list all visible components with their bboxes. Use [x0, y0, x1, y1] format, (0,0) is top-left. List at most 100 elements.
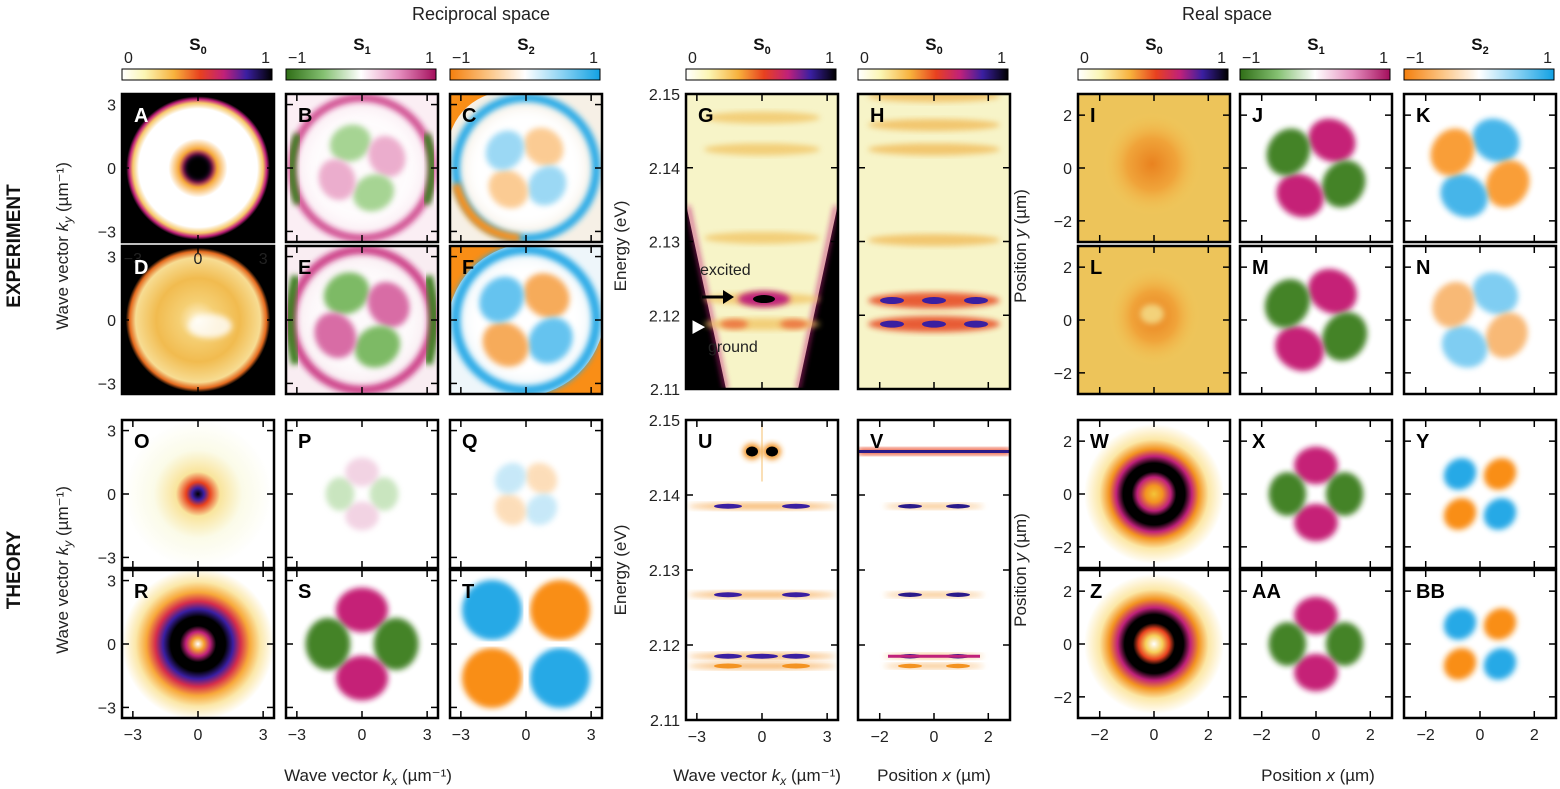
colorbar-s0-label: S0 — [189, 35, 206, 57]
y-tick-label: 2.11 — [650, 713, 680, 730]
y-tick-label: 2.13 — [649, 563, 680, 580]
x-axis-title-kx-reciprocal: Wave vector kx (µm⁻¹) — [284, 766, 452, 788]
spectral-line — [868, 234, 1000, 247]
colorbar-s1-max: 1 — [1379, 50, 1388, 67]
panel-s-letter: S — [298, 581, 311, 603]
ground-peak — [780, 319, 808, 330]
panel-d — [122, 246, 274, 394]
x-tick-label: 0 — [1476, 727, 1485, 744]
panel-bb-letter: BB — [1416, 581, 1445, 603]
panel-f-letter: F — [462, 257, 474, 279]
colorbar-s0-label: S0 — [1145, 35, 1162, 57]
panel-j-letter: J — [1252, 105, 1263, 127]
colorbar-s0-bar — [857, 68, 1009, 81]
y-axis-title-ky-experiment: Wave vector ky (µm⁻¹) — [53, 162, 75, 330]
y-tick-label: 2 — [1063, 260, 1072, 277]
x-tick-label: 0 — [758, 729, 767, 746]
colorbar-s2-label: S2 — [1471, 35, 1488, 57]
y-tick-label: 0 — [1063, 161, 1072, 178]
y-tick-label: 2.14 — [649, 488, 680, 505]
x-tick-label: 2 — [1530, 727, 1539, 744]
excited-peak-core — [753, 295, 775, 304]
panel-k-letter: K — [1416, 105, 1431, 127]
spectral-peak — [782, 653, 810, 659]
spectral-peak — [946, 592, 970, 597]
spectral-peak — [714, 653, 742, 659]
spectral-line-core — [858, 450, 1010, 453]
spectral-line — [688, 663, 836, 669]
y-tick-label: 2.15 — [649, 413, 680, 430]
x-axis-title-x-spectrum: Position x (µm) — [877, 766, 991, 785]
spectral-peak — [880, 297, 904, 304]
panel-w — [1078, 420, 1230, 568]
ground-peak — [720, 319, 748, 330]
colorbar-s0-bar — [685, 68, 837, 81]
y-tick-label: 3 — [107, 574, 116, 591]
spectral-peak — [782, 592, 810, 598]
lobe — [462, 648, 522, 708]
y-tick-label: −2 — [1054, 540, 1072, 557]
y-tick-label: 0 — [107, 637, 116, 654]
y-axis-title-y-experiment: Position y (µm) — [1011, 189, 1030, 303]
panel-l — [1078, 246, 1230, 394]
annotation-excited: excited — [700, 262, 751, 279]
lobe — [1483, 498, 1517, 530]
y-axis-title-energy-theory: Energy (eV) — [611, 525, 630, 616]
y-tick-label: 0 — [107, 487, 116, 504]
spectral-peak — [714, 663, 742, 669]
spectral-line — [868, 143, 1000, 156]
spectral-peak — [898, 592, 922, 597]
x-tick-label: 0 — [930, 729, 939, 746]
x-tick-label: −3 — [288, 727, 306, 744]
y-tick-label: 3 — [107, 424, 116, 441]
spectral-peak — [922, 320, 946, 328]
y-axis-title-ky-theory: Wave vector ky (µm⁻¹) — [53, 486, 75, 654]
panel-n — [1404, 246, 1556, 394]
y-tick-label: 2.12 — [649, 308, 680, 325]
spectral-peak — [922, 297, 946, 304]
spectral-peak — [964, 320, 988, 328]
panel-a — [122, 94, 274, 242]
colorbar-s1-label: S1 — [353, 35, 370, 57]
panel-h-letter: H — [870, 105, 884, 127]
colorbar-s2-label: S2 — [517, 35, 534, 57]
reciprocal-space-header: Reciprocal space — [412, 4, 550, 24]
spectral-line-core — [888, 654, 980, 658]
experiment-row-label: EXPERIMENT — [4, 184, 25, 308]
panel-r-letter: R — [134, 581, 149, 603]
x-tick-label: 2 — [1366, 727, 1375, 744]
panel-j — [1240, 94, 1392, 242]
colorbar-s0-label: S0 — [753, 35, 770, 57]
colorbar-s1-bar — [1239, 68, 1391, 81]
lobe — [1483, 608, 1517, 640]
y-tick-label: 2.14 — [649, 161, 680, 178]
y-tick-label: 0 — [1063, 487, 1072, 504]
y-tick-label: 0 — [107, 313, 116, 330]
panel-c-letter: C — [462, 105, 476, 127]
x-tick-label: 3 — [259, 727, 268, 744]
spectral-line — [704, 111, 820, 124]
spectral-line — [688, 503, 836, 510]
panel-k — [1404, 94, 1556, 242]
x-tick-label: 3 — [259, 251, 268, 268]
panel-bb — [1404, 570, 1556, 718]
theory-row-label: THEORY — [4, 530, 25, 609]
y-tick-label: 2 — [1063, 108, 1072, 125]
colorbar-s1-bar — [285, 68, 437, 81]
colorbar-s2-max: 1 — [1543, 50, 1552, 67]
panel-m-letter: M — [1252, 257, 1269, 279]
colorbar-s2-min: −1 — [1406, 50, 1424, 67]
colorbar-s2-max: 1 — [589, 50, 598, 67]
colorbar-s0-min: 0 — [1080, 50, 1089, 67]
spectral-peak-core — [746, 446, 758, 457]
panel-p — [286, 420, 438, 568]
spectral-peak — [898, 663, 922, 669]
spectral-peak — [714, 503, 742, 509]
y-axis-title-y-theory: Position y (µm) — [1011, 513, 1030, 627]
panel-l-letter: L — [1090, 257, 1102, 279]
y-tick-label: 3 — [107, 250, 116, 267]
panel-z-letter: Z — [1090, 581, 1102, 603]
y-tick-label: −3 — [98, 550, 116, 567]
panel-h — [858, 94, 1010, 389]
panel-q — [450, 420, 602, 568]
